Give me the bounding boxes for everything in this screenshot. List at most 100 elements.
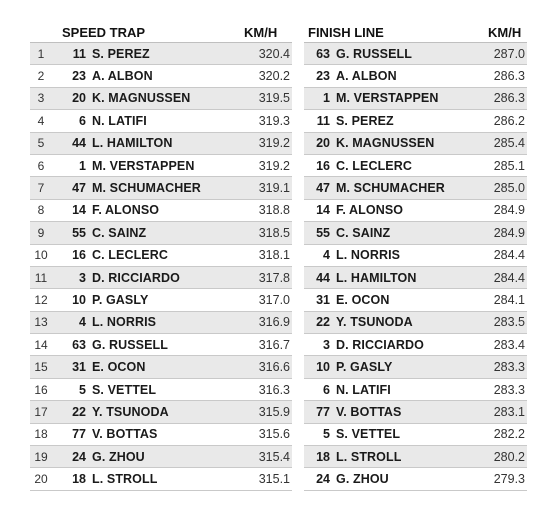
speed-value: 316.7 <box>258 337 290 352</box>
speed-value: 284.4 <box>493 248 525 263</box>
driver-name: Y. TSUNODA <box>92 404 169 419</box>
table-row: 6 1 M. VERSTAPPEN 319.2 <box>30 155 292 178</box>
table-row: 14 63 G. RUSSELL 316.7 <box>30 334 292 357</box>
driver-name: L. HAMILTON <box>92 136 173 151</box>
table-row: 9 55 C. SAINZ 318.5 <box>30 222 292 245</box>
speed-value: 283.3 <box>493 360 525 375</box>
car-number: 44 <box>72 136 86 151</box>
table-row: 47 M. SCHUMACHER 285.0 <box>304 177 527 200</box>
speed-value: 319.2 <box>258 136 290 151</box>
table-row: 10 16 C. LECLERC 318.1 <box>30 245 292 267</box>
position: 14 <box>34 337 48 352</box>
car-number: 5 <box>79 382 86 397</box>
car-number: 18 <box>316 449 330 464</box>
speed-value: 318.5 <box>258 225 290 240</box>
table-row: 13 4 L. NORRIS 316.9 <box>30 311 292 335</box>
car-number: 24 <box>316 472 330 487</box>
speed-trap-title: SPEED TRAP <box>62 25 146 40</box>
car-number: 16 <box>72 248 86 263</box>
driver-name: G. ZHOU <box>336 472 389 487</box>
car-number: 6 <box>323 382 330 397</box>
table-row: 18 77 V. BOTTAS 315.6 <box>30 424 292 447</box>
car-number: 22 <box>316 315 330 330</box>
position: 7 <box>37 181 45 196</box>
speed-value: 315.9 <box>258 404 290 419</box>
speed-value: 317.0 <box>258 292 290 307</box>
table-row: 8 14 F. ALONSO 318.8 <box>30 200 292 223</box>
position: 3 <box>37 91 45 106</box>
table-row: 14 F. ALONSO 284.9 <box>304 200 527 223</box>
car-number: 16 <box>316 158 330 173</box>
speed-value: 315.4 <box>258 449 290 464</box>
driver-name: C. LECLERC <box>92 248 168 263</box>
driver-name: G. RUSSELL <box>336 46 413 61</box>
driver-name: D. RICCIARDO <box>336 337 425 352</box>
position: 1 <box>37 46 45 61</box>
car-number: 63 <box>72 337 86 352</box>
finish-line-title: FINISH LINE <box>308 25 384 40</box>
car-number: 3 <box>323 337 330 352</box>
driver-name: E. OCON <box>336 292 390 307</box>
table-row: 10 P. GASLY 283.3 <box>304 356 527 379</box>
table-row: 5 44 L. HAMILTON 319.2 <box>30 132 292 155</box>
driver-name: C. SAINZ <box>336 225 391 240</box>
speed-trap-unit: KM/H <box>244 25 278 40</box>
driver-name: L. NORRIS <box>92 315 157 330</box>
table-row: 16 5 S. VETTEL 316.3 <box>30 379 292 402</box>
driver-name: L. NORRIS <box>336 248 401 263</box>
driver-name: E. OCON <box>92 360 146 375</box>
car-number: 1 <box>79 158 86 173</box>
driver-name: F. ALONSO <box>336 203 404 218</box>
speed-value: 319.5 <box>258 91 290 106</box>
driver-name: K. MAGNUSSEN <box>336 136 435 151</box>
car-number: 14 <box>316 203 330 218</box>
driver-name: L. STROLL <box>92 472 158 487</box>
speed-value: 316.3 <box>258 382 290 397</box>
speed-value: 317.8 <box>258 270 290 285</box>
car-number: 1 <box>323 91 330 106</box>
speed-value: 319.1 <box>258 181 290 196</box>
position: 13 <box>34 315 48 330</box>
car-number: 10 <box>316 360 330 375</box>
speed-value: 315.6 <box>258 427 290 442</box>
position: 17 <box>34 404 48 419</box>
table-row: 15 31 E. OCON 316.6 <box>30 356 292 379</box>
speed-value: 280.2 <box>493 449 525 464</box>
car-number: 31 <box>316 292 330 307</box>
speed-trap-table: 1 11 S. PEREZ 320.4 2 23 A. ALBON 320.2 3 20 K. MA… <box>30 42 292 491</box>
table-row: 31 E. OCON 284.1 <box>304 289 527 312</box>
car-number: 4 <box>79 315 86 330</box>
table-row: 6 N. LATIFI 283.3 <box>304 379 527 402</box>
table-row: 3 20 K. MAGNUSSEN 319.5 <box>30 87 292 111</box>
table-row: 11 S. PEREZ 286.2 <box>304 110 527 133</box>
speed-value: 319.2 <box>258 158 290 173</box>
driver-name: D. RICCIARDO <box>92 270 181 285</box>
car-number: 31 <box>72 360 86 375</box>
table-row: 4 6 N. LATIFI 319.3 <box>30 110 292 133</box>
speed-value: 283.3 <box>493 382 525 397</box>
driver-name: C. LECLERC <box>336 158 412 173</box>
driver-name: P. GASLY <box>336 360 393 375</box>
driver-name: C. SAINZ <box>92 225 147 240</box>
car-number: 18 <box>72 472 86 487</box>
table-row: 1 M. VERSTAPPEN 286.3 <box>304 87 527 111</box>
speed-value: 283.4 <box>493 337 525 352</box>
driver-name: S. VETTEL <box>92 382 157 397</box>
car-number: 5 <box>323 427 330 442</box>
car-number: 24 <box>72 449 86 464</box>
car-number: 77 <box>72 427 86 442</box>
speed-value: 283.1 <box>493 404 525 419</box>
finish-line-unit: KM/H <box>488 25 522 40</box>
driver-name: A. ALBON <box>92 69 153 84</box>
speed-value: 284.1 <box>493 292 525 307</box>
speed-value: 286.3 <box>493 69 525 84</box>
speed-value: 316.6 <box>258 360 290 375</box>
table-row: 12 10 P. GASLY 317.0 <box>30 289 292 312</box>
driver-name: S. VETTEL <box>336 427 401 442</box>
table-row: 77 V. BOTTAS 283.1 <box>304 401 527 424</box>
speed-value: 282.2 <box>493 427 525 442</box>
speed-value: 285.1 <box>493 158 525 173</box>
speed-value: 284.4 <box>493 270 525 285</box>
speed-value: 286.3 <box>493 91 525 106</box>
table-row: 16 C. LECLERC 285.1 <box>304 155 527 178</box>
